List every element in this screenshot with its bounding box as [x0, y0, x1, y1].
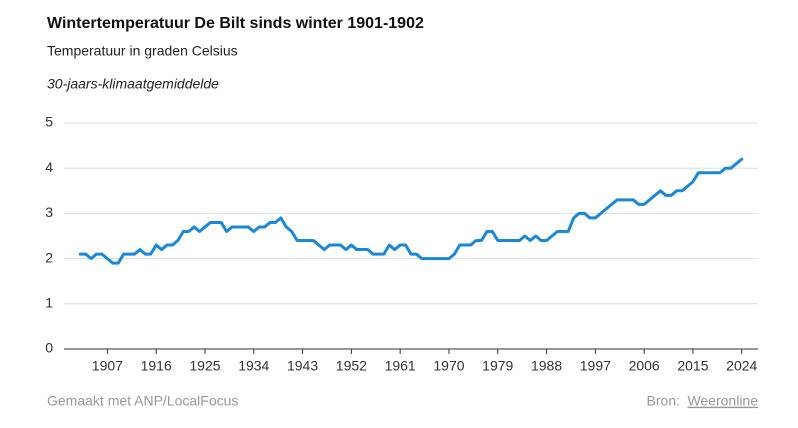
x-tick-label: 1943 [287, 358, 318, 374]
credit: Gemaakt met ANP/LocalFocus [47, 393, 238, 409]
y-tick-label: 5 [45, 114, 53, 130]
x-tick-label: 1907 [92, 358, 123, 374]
y-tick-label: 0 [45, 340, 53, 356]
y-tick-label: 1 [45, 295, 53, 311]
x-tick-label: 1934 [238, 358, 269, 374]
x-tick-label: 1979 [482, 358, 513, 374]
x-tick-label: 1970 [433, 358, 464, 374]
x-tick-label: 1961 [385, 358, 416, 374]
chart-subtitle: Temperatuur in graden Celsius [47, 43, 238, 59]
x-tick-label: 1916 [141, 358, 172, 374]
source-label: Bron: [647, 393, 680, 409]
x-tick-label: 2015 [677, 358, 708, 374]
y-tick-label: 4 [45, 159, 53, 175]
x-tick-label: 2006 [629, 358, 660, 374]
chart-title: Wintertemperatuur De Bilt sinds winter 1… [47, 15, 424, 32]
source-link[interactable]: Weeronline [687, 393, 758, 409]
x-tick-label: 1952 [336, 358, 367, 374]
x-tick-label: 1925 [189, 358, 220, 374]
series-label: 30-jaars-klimaatgemiddelde [47, 76, 219, 92]
x-tick-label: 2024 [726, 358, 757, 374]
y-tick-label: 3 [45, 204, 53, 220]
x-tick-label: 1988 [531, 358, 562, 374]
y-tick-label: 2 [45, 249, 53, 265]
data-line [78, 157, 744, 265]
x-tick-label: 1997 [580, 358, 611, 374]
